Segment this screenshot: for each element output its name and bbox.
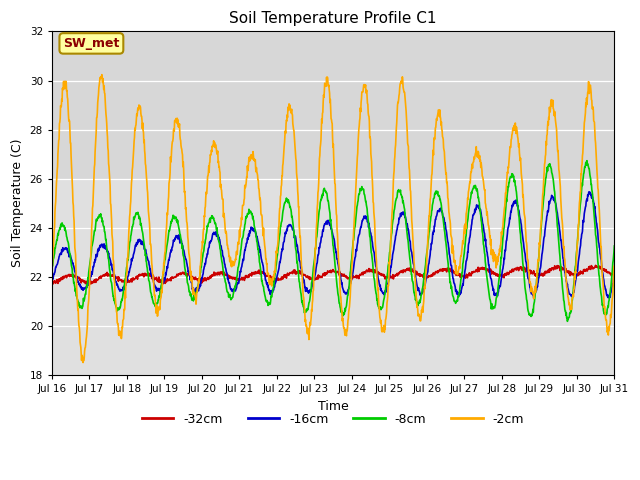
- Line: -8cm: -8cm: [52, 161, 614, 321]
- X-axis label: Time: Time: [318, 399, 349, 413]
- Y-axis label: Soil Temperature (C): Soil Temperature (C): [11, 139, 24, 267]
- -16cm: [605, 295, 612, 300]
- -2cm: [79, 360, 87, 365]
- -32cm: [115, 274, 123, 280]
- -32cm: [592, 263, 600, 268]
- -32cm: [299, 271, 307, 277]
- -2cm: [611, 263, 618, 269]
- -2cm: [287, 108, 295, 114]
- -16cm: [368, 238, 376, 243]
- Legend: -32cm, -16cm, -8cm, -2cm: -32cm, -16cm, -8cm, -2cm: [137, 408, 529, 431]
- -32cm: [309, 275, 317, 281]
- -16cm: [92, 257, 99, 263]
- -32cm: [369, 269, 376, 275]
- Text: SW_met: SW_met: [63, 37, 120, 50]
- -8cm: [308, 276, 316, 282]
- -8cm: [564, 318, 572, 324]
- -8cm: [115, 306, 122, 312]
- Line: -32cm: -32cm: [52, 265, 614, 284]
- -2cm: [299, 289, 307, 295]
- Line: -2cm: -2cm: [52, 74, 614, 362]
- -8cm: [298, 298, 306, 304]
- -32cm: [92, 279, 100, 285]
- -32cm: [49, 281, 56, 287]
- -2cm: [92, 135, 100, 141]
- -16cm: [115, 284, 122, 290]
- Title: Soil Temperature Profile C1: Soil Temperature Profile C1: [229, 11, 437, 26]
- -16cm: [308, 283, 316, 289]
- -8cm: [287, 205, 294, 211]
- -2cm: [309, 288, 317, 294]
- -16cm: [298, 273, 306, 278]
- -8cm: [92, 224, 99, 229]
- -32cm: [287, 270, 295, 276]
- -2cm: [48, 263, 56, 269]
- -16cm: [48, 276, 56, 281]
- -32cm: [611, 269, 618, 275]
- Line: -16cm: -16cm: [52, 192, 614, 298]
- -8cm: [368, 254, 376, 260]
- -8cm: [611, 243, 618, 249]
- Bar: [52, 32, 614, 179]
- -2cm: [98, 72, 106, 77]
- -2cm: [115, 328, 123, 334]
- -32cm: [48, 279, 56, 285]
- -8cm: [583, 158, 591, 164]
- -16cm: [585, 189, 593, 195]
- -2cm: [369, 186, 376, 192]
- -8cm: [48, 265, 56, 271]
- -16cm: [611, 272, 618, 277]
- -16cm: [287, 222, 294, 228]
